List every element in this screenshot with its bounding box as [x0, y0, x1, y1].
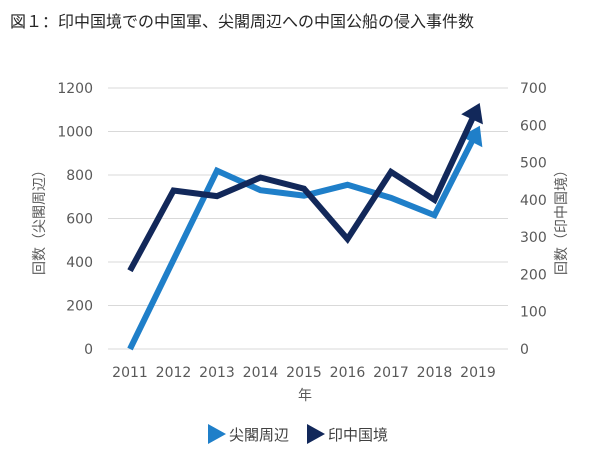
right-y-tick-label: 500	[520, 156, 547, 172]
series-arrowhead-2	[461, 103, 483, 125]
left-y-tick-label: 1000	[57, 125, 93, 141]
left-y-tick-label: 1200	[57, 81, 93, 97]
right-y-axis-ticks: 0 100 200 300 400 500 600 700	[520, 81, 547, 358]
legend-label-1: 尖閣周辺	[229, 426, 289, 444]
right-y-tick-label: 200	[520, 267, 547, 283]
right-y-tick-label: 600	[520, 118, 547, 134]
x-axis-ticks: 2011 2012 2013 2014 2015 2016 2017 2018 2019	[112, 365, 496, 381]
left-y-tick-label: 200	[66, 299, 93, 315]
left-y-axis-ticks: 0 200 400 600 800 1000 1200	[57, 81, 93, 358]
series-arrowhead-1	[460, 125, 483, 148]
series-line-1	[127, 136, 477, 351]
legend: 尖閣周辺 印中国境	[208, 424, 388, 444]
x-tick-label: 2015	[286, 365, 322, 381]
right-y-tick-label: 0	[520, 342, 529, 358]
x-tick-label: 2018	[417, 365, 453, 381]
x-tick-label: 2012	[156, 365, 192, 381]
left-y-tick-label: 800	[66, 168, 93, 184]
right-y-axis-label: 回数（印中国境）	[554, 163, 570, 275]
x-tick-label: 2019	[460, 365, 496, 381]
x-tick-label: 2014	[243, 365, 279, 381]
x-tick-label: 2013	[199, 365, 235, 381]
left-y-tick-label: 0	[84, 342, 93, 358]
legend-marker-1	[208, 424, 226, 444]
legend-label-2: 印中国境	[328, 426, 388, 444]
x-axis-label: 年	[298, 388, 312, 404]
x-tick-label: 2017	[373, 365, 409, 381]
x-tick-label: 2011	[112, 365, 148, 381]
right-y-tick-label: 100	[520, 305, 547, 321]
series-line-2	[127, 114, 477, 273]
series-lines	[127, 103, 483, 351]
left-y-tick-label: 400	[66, 255, 93, 271]
left-y-axis-label: 回数（尖閣周辺）	[32, 163, 48, 275]
legend-marker-2	[307, 424, 325, 444]
right-y-tick-label: 700	[520, 81, 547, 97]
left-y-tick-label: 600	[66, 212, 93, 228]
x-tick-label: 2016	[330, 365, 366, 381]
right-y-tick-label: 300	[520, 230, 547, 246]
chart-title: 図１：印中国境での中国軍、尖閣周辺への中国公船の侵入事件数	[10, 12, 475, 31]
right-y-tick-label: 400	[520, 193, 547, 209]
gridlines	[108, 87, 508, 350]
